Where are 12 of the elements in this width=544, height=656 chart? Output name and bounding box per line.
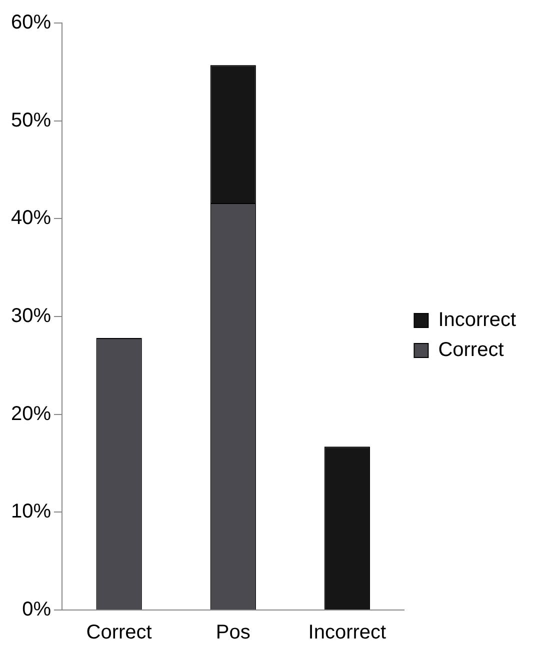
- y-tick-label: 30%: [11, 305, 52, 328]
- x-tick-label: Correct: [86, 622, 152, 644]
- x-tick-label: Pos: [216, 622, 250, 644]
- legend-label: Incorrect: [438, 309, 516, 332]
- y-tick-label: 50%: [11, 109, 52, 132]
- y-tick-label: 40%: [11, 207, 52, 230]
- y-tick-label: 60%: [11, 12, 52, 34]
- y-tick-label: 10%: [11, 500, 52, 523]
- legend-label: Correct: [438, 339, 504, 362]
- x-tick-label: Incorrect: [308, 622, 387, 644]
- y-tick-label: 20%: [11, 402, 52, 425]
- y-tick-label: 0%: [22, 598, 52, 621]
